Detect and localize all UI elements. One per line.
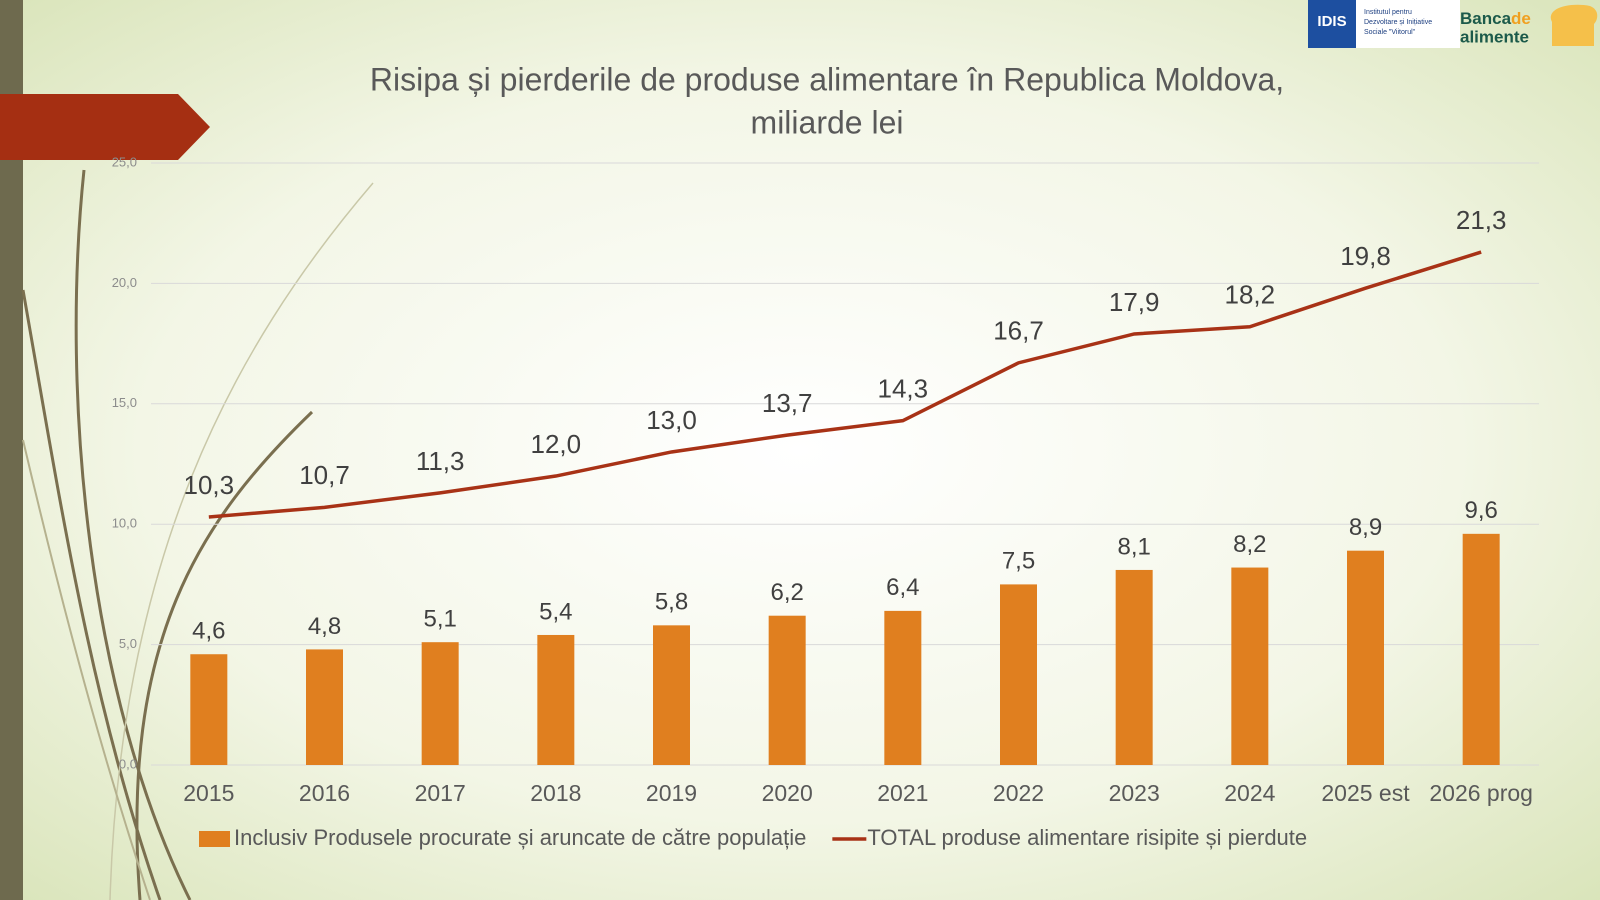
line [208,250,1482,519]
x-tick-label: 2018 [530,780,581,806]
x-tick-label: 2017 [415,780,466,806]
bar [306,649,343,765]
line-value-label: 10,7 [299,460,350,490]
x-tick-label: 2019 [646,780,697,806]
line-value-label: 13,7 [762,388,813,418]
x-tick-label: 2015 [183,780,234,806]
y-tick-label: 0,0 [119,756,137,771]
bar-value-label: 5,4 [539,598,572,625]
bar [537,634,575,765]
bar [653,625,690,765]
legend-label: TOTAL produse alimentare risipite și pie… [867,825,1307,850]
y-tick-label: 10,0 [112,516,137,531]
bar [1231,567,1269,765]
logo-text: Sociale "Viitorul" [1364,29,1416,36]
bar [1115,569,1153,765]
bar-value-label: 8,2 [1233,531,1266,558]
logo-square [1308,0,1356,48]
logo-text: de [1511,9,1531,28]
logo-text: Institutul pentru [1364,9,1412,16]
x-tick-label: 2020 [762,780,813,806]
chart-title: Risipa și pierderile de produse alimenta… [370,61,1284,97]
y-tick-label: 15,0 [112,395,137,410]
red-arrow [0,94,210,160]
bar [421,642,459,765]
bar-value-label: 4,6 [192,618,225,645]
line-value-label: 14,3 [878,374,929,404]
y-tick-label: 5,0 [119,636,137,651]
bar [1000,584,1037,765]
logo-text: Bancade [1460,9,1531,28]
left-stripe [0,0,23,900]
logo-icon [1550,4,1598,46]
x-tick-label: 2023 [1109,780,1160,806]
bar [1347,550,1384,765]
logo-idis: IDIS Institutul pentru Dezvoltare și Ini… [1308,0,1460,48]
bar-value-label: 6,2 [770,579,803,606]
x-tick-label: 2026 prog [1429,780,1533,806]
line-value-label: 11,3 [416,446,465,476]
line-value-label: 18,2 [1225,280,1276,310]
chart-title: miliarde lei [751,104,904,140]
bar-value-label: 5,1 [423,606,456,633]
x-tick-label: 2021 [877,780,928,806]
bar-value-label: 7,5 [1002,548,1035,575]
line-value-label: 21,3 [1456,205,1507,235]
line-value-label: 16,7 [993,316,1044,346]
legend-swatch [199,831,230,847]
bar-value-label: 6,4 [886,574,919,601]
bar-value-label: 9,6 [1464,497,1497,524]
bar [1462,533,1500,765]
logo-text: alimente [1460,27,1529,46]
logo-text: Dezvoltare și Inițiative [1364,19,1432,26]
y-tick-label: 20,0 [112,275,137,290]
logo-banca: Bancade alimente [1460,4,1598,46]
line-value-label: 19,8 [1340,241,1391,271]
bar [884,610,922,765]
bar-value-label: 8,9 [1349,514,1382,541]
x-tick-label: 2022 [993,780,1044,806]
decor-curves [21,169,374,900]
line-value-label: 10,3 [184,470,235,500]
bar-value-label: 5,8 [655,589,688,616]
logo-text: Banca [1460,9,1512,28]
y-tick-label: 25,0 [112,154,137,169]
line-value-label: 12,0 [531,429,582,459]
bar-value-label: 8,1 [1117,533,1150,560]
line-value-label: 13,0 [646,405,697,435]
bar [768,615,806,765]
logo-text: IDIS [1317,13,1346,30]
x-tick-label: 2016 [299,780,350,806]
x-tick-label: 2025 est [1321,780,1410,806]
bar [190,654,228,765]
x-tick-label: 2024 [1224,780,1275,806]
line-value-label: 17,9 [1109,287,1160,317]
bar-value-label: 4,8 [308,613,341,640]
legend-label: Inclusiv Produsele procurate și aruncate… [234,825,806,850]
